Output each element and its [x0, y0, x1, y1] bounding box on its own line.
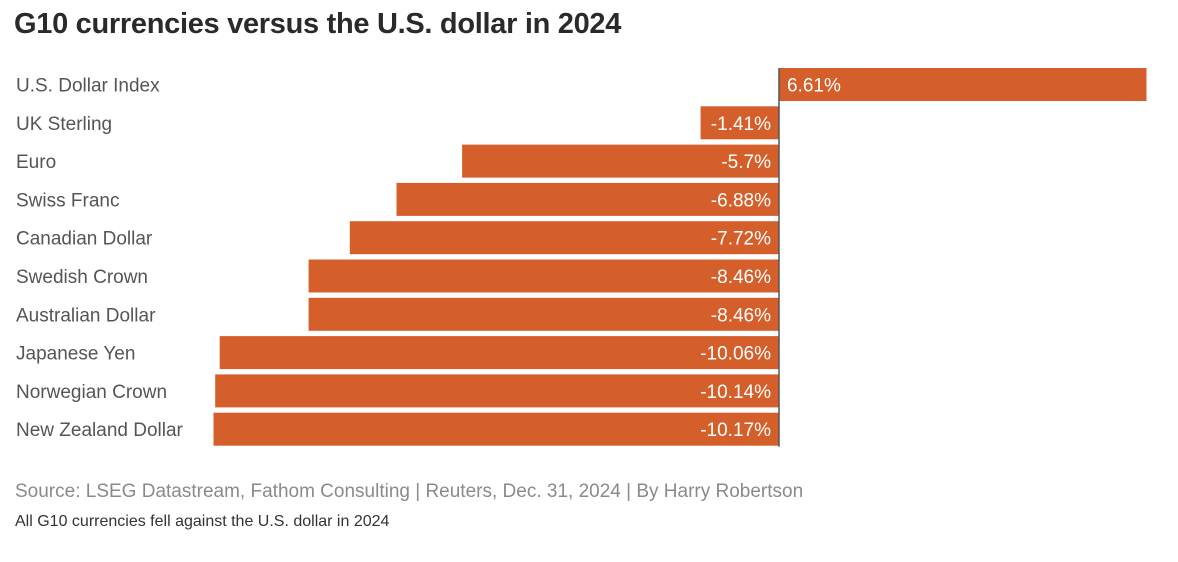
chart-title: G10 currencies versus the U.S. dollar in… — [14, 8, 622, 40]
bar-swiss-franc — [396, 182, 779, 216]
category-label-uk-sterling: UK Sterling — [16, 114, 112, 135]
value-label-uk-sterling: -1.41% — [711, 114, 771, 135]
value-label-u-s-dollar-index: 6.61% — [787, 76, 841, 97]
bar-canadian-dollar — [349, 221, 779, 255]
value-label-euro: -5.7% — [721, 152, 771, 173]
category-label-australian-dollar: Australian Dollar — [16, 305, 156, 326]
bar-chart: U.S. Dollar Index 6.61% UK Sterling -1.41% E… — [16, 68, 1147, 447]
category-label-u-s-dollar-index: U.S. Dollar Index — [16, 76, 160, 97]
category-label-canadian-dollar: Canadian Dollar — [16, 229, 153, 250]
bar-swedish-crown — [308, 259, 779, 293]
bar-australian-dollar — [308, 297, 779, 331]
source-note: Source: LSEG Datastream, Fathom Consulti… — [15, 481, 804, 502]
chart-subnote: All G10 currencies fell against the U.S.… — [15, 513, 390, 530]
category-label-swiss-franc: Swiss Franc — [16, 190, 119, 211]
category-label-swedish-crown: Swedish Crown — [16, 267, 148, 288]
value-label-new-zealand-dollar: -10.17% — [700, 420, 771, 441]
value-label-norwegian-crown: -10.14% — [700, 382, 771, 403]
bar-norwegian-crown — [215, 374, 779, 408]
bar-euro — [462, 144, 779, 178]
bar-new-zealand-dollar — [213, 412, 779, 446]
value-label-australian-dollar: -8.46% — [711, 305, 771, 326]
bar-u-s-dollar-index — [779, 68, 1147, 101]
value-label-canadian-dollar: -7.72% — [711, 229, 771, 250]
category-label-japanese-yen: Japanese Yen — [16, 344, 135, 365]
category-label-new-zealand-dollar: New Zealand Dollar — [16, 420, 184, 441]
value-label-swedish-crown: -8.46% — [711, 267, 771, 288]
category-label-norwegian-crown: Norwegian Crown — [16, 382, 167, 403]
labels-layer: U.S. Dollar Index 6.61% UK Sterling -1.41% E… — [16, 76, 841, 442]
bar-japanese-yen — [219, 336, 779, 370]
value-label-swiss-franc: -6.88% — [711, 190, 771, 211]
value-label-japanese-yen: -10.06% — [700, 344, 771, 365]
bars-layer — [213, 68, 1147, 446]
bar-uk-sterling — [700, 106, 779, 140]
category-label-euro: Euro — [16, 152, 56, 173]
